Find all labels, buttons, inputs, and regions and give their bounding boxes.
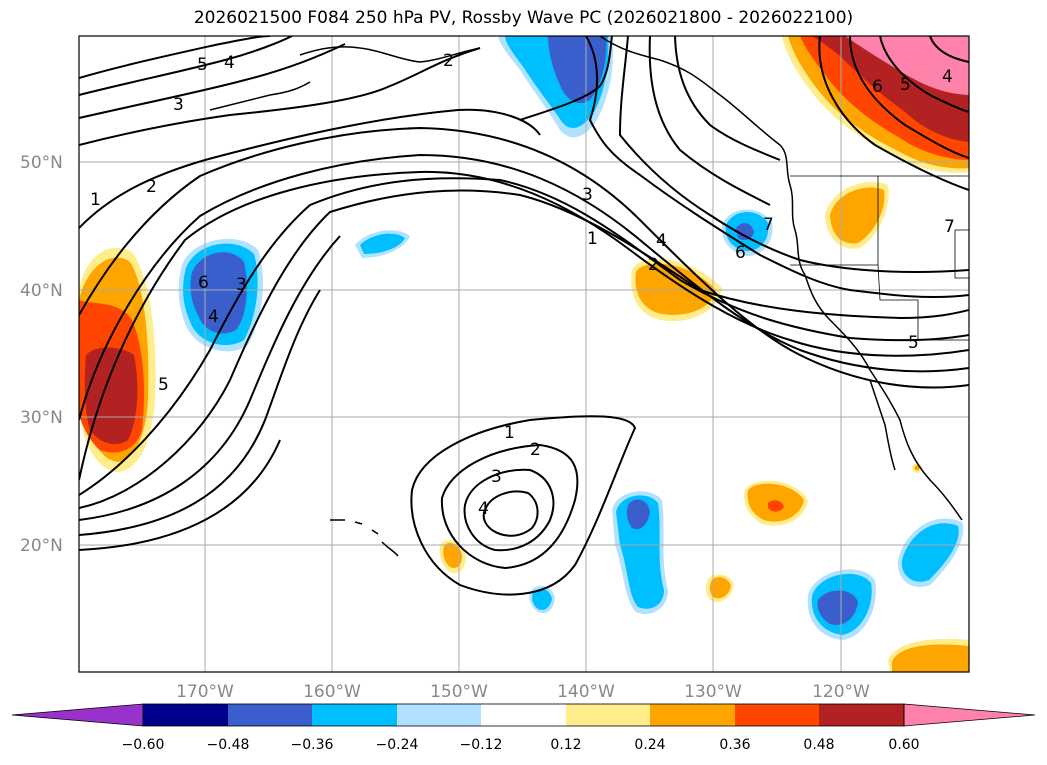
- contour-label: 7: [763, 215, 774, 235]
- colorbar-segment: [566, 704, 650, 726]
- contour-labels: 5 4 3 2 1 6 4 3 5 2 3 1 4 2 6 7 1 2 3 4 …: [90, 51, 955, 519]
- graticule: [79, 36, 969, 672]
- colorbar-segment: [481, 704, 566, 726]
- colorbar-segment: [650, 704, 735, 726]
- contour-label: 4: [478, 499, 489, 519]
- contour-label: 2: [146, 177, 157, 197]
- contour-label: 7: [944, 217, 955, 237]
- colorbar-segment: [819, 704, 904, 726]
- contour-label: 6: [872, 77, 883, 97]
- contour-label: 3: [236, 275, 247, 295]
- colorbar-tick: 0.48: [803, 737, 834, 753]
- colorbar-tick: −0.24: [376, 737, 419, 753]
- contour-label: 5: [197, 55, 208, 75]
- map-content: 5 4 3 2 1 6 4 3 5 2 3 1 4 2 6 7 1 2 3 4 …: [79, 36, 969, 672]
- contour-label: 4: [942, 67, 953, 87]
- colorbar-segment: [397, 704, 481, 726]
- contour-label: 5: [900, 75, 911, 95]
- map-title: 2026021500 F084 250 hPa PV, Rossby Wave …: [193, 8, 854, 28]
- lon-label: 130°W: [684, 682, 742, 702]
- lat-label: 40°N: [20, 281, 63, 301]
- pv-contours: [79, 36, 969, 596]
- anomaly-fills: [79, 36, 969, 672]
- latitude-labels: 50°N 40°N 30°N 20°N: [20, 153, 63, 556]
- contour-label: 3: [173, 95, 184, 115]
- colorbar-extend-high: [903, 703, 1036, 727]
- map-frame: [78, 35, 970, 673]
- colorbar-frame: [142, 703, 905, 727]
- colorbar-segment: [735, 704, 819, 726]
- contour-label: 5: [158, 375, 169, 395]
- map-area: [79, 36, 969, 672]
- lat-label: 20°N: [20, 536, 63, 556]
- contour-label: 4: [656, 231, 667, 251]
- colorbar: −0.60 −0.48 −0.36 −0.24 −0.12 0.12 0.24 …: [11, 703, 1036, 753]
- contour-label: 4: [224, 53, 235, 73]
- coastlines: [209, 36, 963, 557]
- colorbar-extend-low: [11, 703, 144, 727]
- contour-label: 2: [530, 440, 541, 460]
- contour-label: 4: [208, 307, 219, 327]
- contour-label: 2: [648, 255, 659, 275]
- contour-label: 3: [582, 185, 593, 205]
- lon-label: 140°W: [557, 682, 615, 702]
- colorbar-tick: −0.36: [291, 737, 334, 753]
- contour-label: 6: [198, 273, 209, 293]
- lat-label: 50°N: [20, 153, 63, 173]
- colorbar-tick: 0.60: [888, 737, 919, 753]
- colorbar-tick: 0.24: [634, 737, 665, 753]
- contour-label: 1: [587, 229, 598, 249]
- contour-label: 2: [443, 51, 454, 71]
- lon-label: 170°W: [176, 682, 234, 702]
- lon-label: 160°W: [303, 682, 361, 702]
- contour-label: 1: [90, 190, 101, 210]
- longitude-labels: 170°W 160°W 150°W 140°W 130°W 120°W: [176, 682, 870, 702]
- contour-label: 5: [908, 333, 919, 353]
- lon-label: 120°W: [812, 682, 870, 702]
- colorbar-tick: 0.36: [719, 737, 750, 753]
- colorbar-segment: [143, 704, 228, 726]
- contour-label: 3: [491, 467, 502, 487]
- colorbar-segment: [228, 704, 312, 726]
- colorbar-tick: −0.48: [207, 737, 250, 753]
- colorbar-tick: −0.12: [460, 737, 503, 753]
- colorbar-segment: [312, 704, 397, 726]
- lon-label: 150°W: [430, 682, 488, 702]
- lat-label: 30°N: [20, 408, 63, 428]
- contour-label: 6: [735, 243, 746, 263]
- contour-label: 1: [504, 423, 515, 443]
- colorbar-tick: 0.12: [550, 737, 581, 753]
- colorbar-tick: −0.60: [122, 737, 165, 753]
